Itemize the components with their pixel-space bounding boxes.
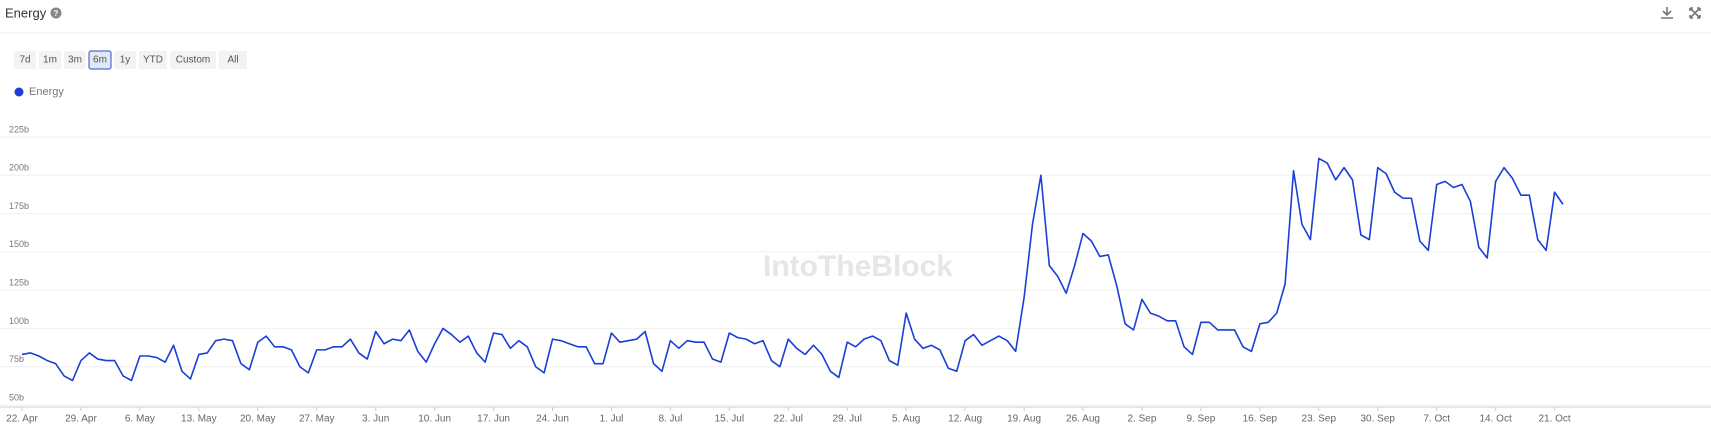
x-tick-label: 2. Sep [1128, 414, 1157, 425]
download-button[interactable] [1661, 7, 1673, 19]
plot-area: 50b 75b 100b 125b 150b 175b 200b 225b 22. Apr 29.… [0, 124, 1711, 425]
y-tick-label: 125b [9, 278, 29, 288]
y-tick-label: 200b [9, 163, 29, 173]
help-icon[interactable]: ? [50, 7, 62, 19]
x-tick-label: 5. Aug [892, 414, 920, 425]
widget-title: Energy [5, 5, 47, 20]
legend-label[interactable]: Energy [29, 86, 64, 98]
x-tick-label: 29. Jul [833, 414, 862, 425]
fullscreen-button[interactable] [1689, 7, 1701, 19]
y-tick-label: 100b [9, 316, 29, 326]
x-tick-label: 12. Aug [948, 414, 982, 425]
x-tick-label: 16. Sep [1243, 414, 1278, 425]
x-tick-label: 6. May [125, 414, 155, 425]
x-tick-label: 8. Jul [658, 414, 682, 425]
x-tick-label: 30. Sep [1361, 414, 1396, 425]
range-button[interactable] [14, 51, 36, 69]
x-tick-label: 1. Jul [600, 414, 624, 425]
range-button-label[interactable]: YTD [143, 55, 163, 66]
range-button[interactable] [88, 50, 112, 70]
y-tick-label: 50b [9, 392, 24, 402]
x-tick-label: 24. Jun [536, 414, 569, 425]
range-button[interactable] [39, 51, 61, 69]
x-tick-label: 26. Aug [1066, 414, 1100, 425]
x-tick-label: 7. Oct [1423, 414, 1450, 425]
x-tick-label: 22. Jul [774, 414, 803, 425]
x-tick-label: 20. May [240, 414, 276, 425]
range-button[interactable] [219, 51, 247, 69]
data-line [21, 157, 1564, 382]
x-tick-label: 21. Oct [1538, 414, 1570, 425]
x-tick-label: 17. Jun [477, 414, 510, 425]
range-button-label[interactable]: Custom [176, 55, 210, 66]
x-tick-label: 13. May [181, 414, 217, 425]
x-tick-label: 22. Apr [6, 414, 38, 425]
watermark: IntoTheBlock [763, 250, 953, 283]
x-tick-label: 23. Sep [1302, 414, 1337, 425]
y-tick-label: 175b [9, 201, 29, 211]
x-tick-label: 15. Jul [715, 414, 744, 425]
range-button[interactable] [139, 51, 167, 69]
range-buttons: 7d 1m 3m 6m 1y YTD Custom All [14, 50, 247, 70]
x-tick-label: 10. Jun [418, 414, 451, 425]
range-button-label[interactable]: 7d [19, 55, 30, 66]
x-tick-label: 29. Apr [65, 414, 97, 425]
range-button[interactable] [64, 51, 86, 69]
legend-marker [14, 87, 24, 97]
y-tick-label: 75b [9, 354, 24, 364]
y-tick-label: 225b [9, 124, 29, 134]
x-tick-label: 27. May [299, 414, 335, 425]
range-button[interactable] [114, 51, 136, 69]
range-button-label[interactable]: 1m [43, 55, 57, 66]
range-button[interactable] [170, 51, 216, 69]
range-button-label[interactable]: 6m [93, 55, 107, 66]
svg-text:?: ? [54, 9, 59, 18]
x-tick-label: 9. Sep [1186, 414, 1215, 425]
range-button-label[interactable]: All [227, 55, 238, 66]
y-tick-label: 150b [9, 239, 29, 249]
x-tick-label: 19. Aug [1007, 414, 1041, 425]
range-button-label[interactable]: 3m [68, 55, 82, 66]
x-tick-label: 3. Jun [362, 414, 389, 425]
x-tick-label: 14. Oct [1480, 414, 1512, 425]
range-button-label[interactable]: 1y [120, 55, 131, 66]
